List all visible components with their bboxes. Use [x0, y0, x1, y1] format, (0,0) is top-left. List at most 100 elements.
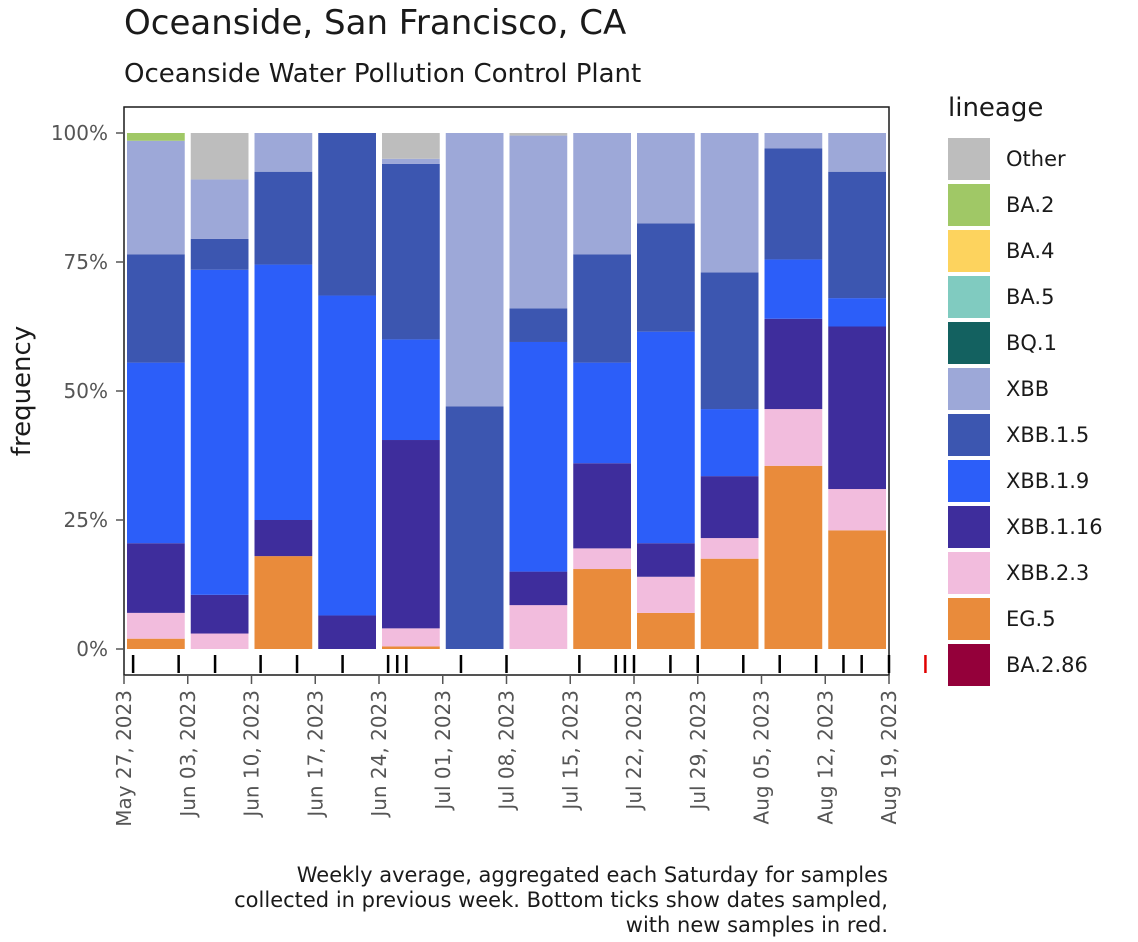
bar-segment-aug-12-2023-xbb-1-16	[828, 326, 886, 490]
bar-segment-jul-15-2023-xbb-2-3	[573, 548, 631, 570]
bar-segment-jun-10-2023-xbb-1-16	[254, 520, 313, 557]
bar-segment-jun-10-2023-xbb	[254, 133, 313, 172]
x-tick-label: Aug 05, 2023	[750, 690, 774, 824]
legend-label-ba-2: BA.2	[1006, 193, 1054, 217]
legend-swatch-ba-5	[948, 276, 990, 318]
bar-segment-jun-24-2023-xbb-1-9	[382, 339, 440, 441]
legend-swatch-other	[948, 138, 990, 180]
bar-segment-jun-17-2023-xbb-1-5	[318, 133, 376, 296]
bar-segment-jun-24-2023-xbb-1-16	[382, 440, 440, 629]
bar-segment-jul-22-2023-xbb-1-5	[637, 223, 695, 332]
x-tick-label: Jun 10, 2023	[240, 690, 264, 819]
x-tick-label: Aug 12, 2023	[813, 690, 837, 824]
x-axis: May 27, 2023 Jun 03, 2023 Jun 10, 2023 Jun …	[112, 675, 901, 827]
bar-segment-jun-24-2023-xbb	[382, 158, 440, 164]
bar-segment-jun-24-2023-eg-5	[382, 646, 440, 649]
y-tick-label: 75%	[64, 250, 108, 274]
legend-label-xbb-1-9: XBB.1.9	[1006, 469, 1089, 493]
x-tick-label: Jun 03, 2023	[176, 690, 200, 819]
sample-date-ticks	[131, 655, 927, 673]
x-tick-label: Jul 01, 2023	[431, 690, 455, 812]
legend-swatch-xbb-1-9	[948, 460, 990, 502]
chart-title: Oceanside, San Francisco, CA	[124, 3, 626, 43]
legend-label-eg-5: EG.5	[1006, 607, 1056, 631]
x-tick-label: Jul 22, 2023	[622, 690, 646, 812]
bar-segment-jun-03-2023-xbb-1-5	[190, 238, 249, 270]
legend-label-ba-5: BA.5	[1006, 285, 1054, 309]
bar-segment-jun-03-2023-xbb-2-3	[190, 633, 249, 649]
legend-label-xbb-2-3: XBB.2.3	[1006, 561, 1089, 585]
legend-label-xbb-1-16: XBB.1.16	[1006, 515, 1103, 539]
legend-swatch-bq-1	[948, 322, 990, 364]
bar-segment-jun-24-2023-xbb-2-3	[382, 628, 440, 647]
x-tick-label: Jul 29, 2023	[686, 690, 710, 812]
bar-segment-aug-12-2023-xbb-1-9	[828, 298, 886, 327]
legend-label-ba-4: BA.4	[1006, 239, 1054, 263]
bar-segment-jul-22-2023-xbb	[637, 133, 695, 224]
bar-segment-jul-15-2023-xbb-1-9	[573, 362, 631, 464]
legend-swatch-ba-4	[948, 230, 990, 272]
x-tick-label: Jun 17, 2023	[303, 690, 327, 819]
bar-segment-aug-12-2023-xbb-2-3	[828, 489, 886, 531]
y-tick-label: 0%	[76, 637, 108, 661]
bar-segment-jul-01-2023-xbb	[445, 133, 504, 407]
bar-segment-jun-10-2023-xbb-1-5	[254, 171, 313, 265]
bar-segment-jul-15-2023-xbb	[573, 133, 631, 255]
y-axis-title: frequency	[7, 326, 37, 456]
legend-label-ba-2-86: BA.2.86	[1006, 653, 1088, 677]
bar-segment-jul-22-2023-xbb-1-9	[637, 331, 695, 544]
bar-segment-jun-10-2023-eg-5	[254, 556, 313, 649]
bar-segment-jul-15-2023-eg-5	[573, 569, 631, 649]
caption-line: Weekly average, aggregated each Saturday…	[297, 863, 888, 887]
bar-segment-may-27-2023-xbb-1-16	[127, 543, 185, 613]
x-tick-label: Jul 15, 2023	[558, 690, 582, 812]
bar-segment-jul-22-2023-xbb-2-3	[637, 576, 695, 613]
legend-title: lineage	[948, 93, 1043, 123]
bar-segment-jul-29-2023-xbb-1-9	[700, 409, 759, 477]
bar-segment-jun-17-2023-xbb-1-16	[318, 615, 376, 649]
bar-segment-aug-05-2023-xbb-1-5	[764, 148, 823, 260]
bar-segment-jun-03-2023-xbb	[190, 179, 249, 239]
x-tick-label: Aug 19, 2023	[877, 690, 901, 824]
bar-segment-jun-17-2023-xbb-1-9	[318, 295, 376, 616]
legend-swatch-xbb	[948, 368, 990, 410]
bar-segment-aug-05-2023-xbb-2-3	[764, 409, 823, 466]
legend-swatch-xbb-1-16	[948, 506, 990, 548]
x-tick-label: May 27, 2023	[112, 690, 136, 827]
bar-segment-may-27-2023-xbb	[127, 140, 185, 255]
bar-segment-jul-29-2023-xbb	[700, 133, 759, 273]
bar-segment-jul-22-2023-eg-5	[637, 612, 695, 649]
bar-segment-may-27-2023-xbb-1-9	[127, 362, 185, 544]
bar-segment-jun-03-2023-xbb-1-9	[190, 269, 249, 595]
bar-segment-jun-10-2023-xbb-1-9	[254, 264, 313, 520]
bar-segment-jun-24-2023-xbb-1-5	[382, 163, 440, 340]
stacked-bars	[127, 133, 886, 649]
legend-swatch-ba-2-86	[948, 644, 990, 686]
y-axis: 0% 25% 50% 75% 100%	[51, 121, 124, 661]
legend: lineage Other BA.2 BA.4 BA.5 BQ.1 XBB XBB.1.5 X…	[948, 93, 1103, 686]
bar-segment-jul-29-2023-xbb-2-3	[700, 538, 759, 559]
bar-segment-jun-03-2023-other	[190, 133, 249, 180]
bar-segment-may-27-2023-xbb-2-3	[127, 612, 185, 639]
chart-subtitle: Oceanside Water Pollution Control Plant	[124, 59, 641, 89]
bar-segment-jul-01-2023-xbb-1-5	[445, 406, 504, 649]
bar-segment-jul-08-2023-xbb	[509, 135, 568, 309]
bar-segment-jul-08-2023-xbb-1-16	[509, 571, 568, 606]
legend-swatch-ba-2	[948, 184, 990, 226]
bar-segment-may-27-2023-xbb-1-5	[127, 254, 185, 363]
caption-line: with new samples in red.	[626, 913, 888, 937]
y-tick-label: 25%	[64, 508, 108, 532]
bar-segment-jul-15-2023-xbb-1-5	[573, 254, 631, 363]
legend-label-xbb: XBB	[1006, 377, 1049, 401]
y-tick-label: 50%	[64, 379, 108, 403]
bar-segment-jul-08-2023-xbb-1-5	[509, 308, 568, 342]
bar-segment-aug-05-2023-xbb	[764, 133, 823, 149]
legend-label-xbb-1-5: XBB.1.5	[1006, 423, 1089, 447]
bar-segment-aug-05-2023-eg-5	[764, 465, 823, 649]
caption: Weekly average, aggregated each Saturday…	[234, 863, 888, 937]
bar-segment-jul-08-2023-other	[509, 133, 568, 136]
bar-segment-aug-05-2023-xbb-1-16	[764, 318, 823, 410]
legend-label-other: Other	[1006, 147, 1066, 171]
bar-segment-jul-29-2023-eg-5	[700, 558, 759, 649]
